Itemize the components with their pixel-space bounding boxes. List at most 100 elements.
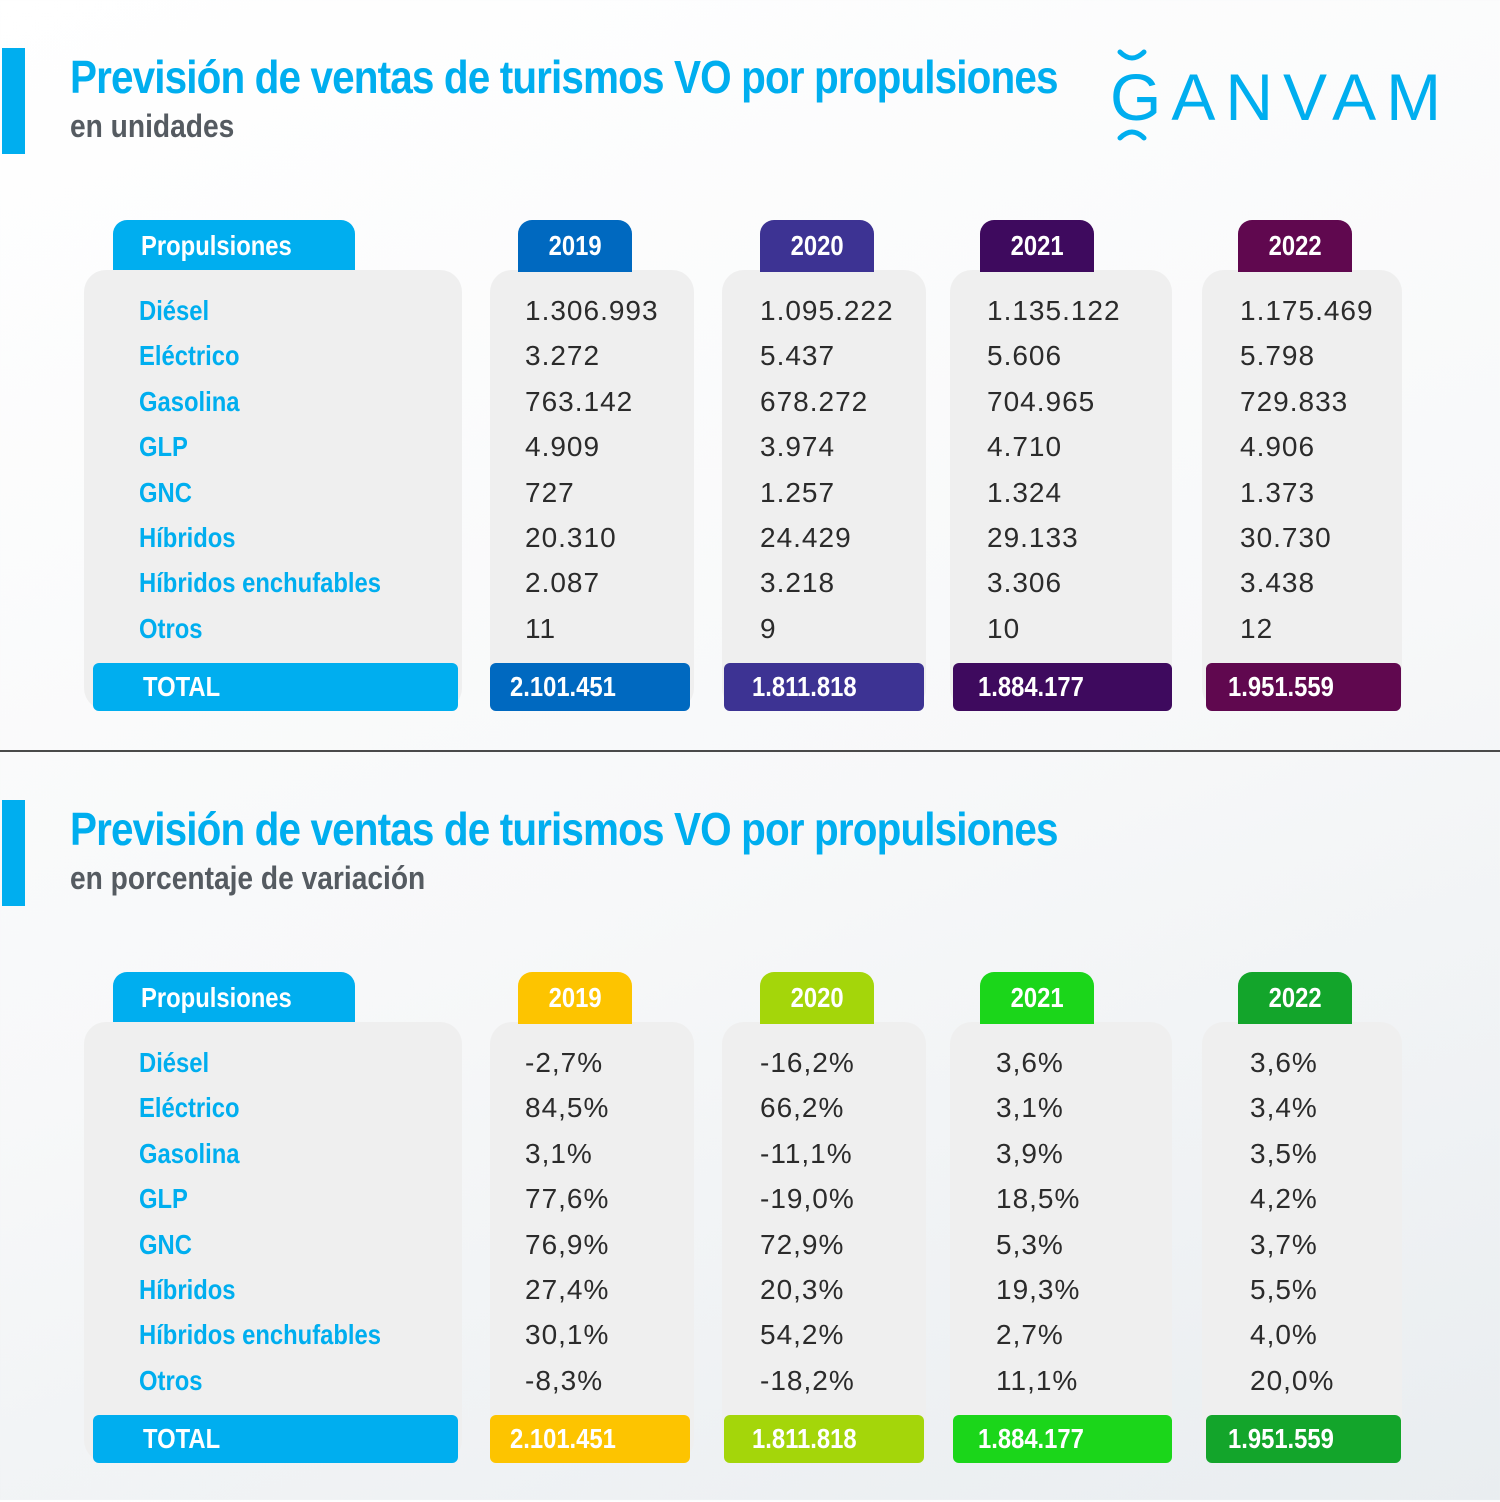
row-value: 3,6% xyxy=(996,1047,1064,1078)
row-value: 54,2% xyxy=(760,1319,845,1351)
row-value: -2,7% xyxy=(525,1047,604,1078)
propulsiones-header-tab: Propulsiones xyxy=(113,972,355,1024)
row-value: -8,3% xyxy=(525,1364,604,1396)
row-value: 27,4% xyxy=(525,1274,610,1305)
row-value: 5.606 xyxy=(987,340,1063,372)
row-value: 76,9% xyxy=(525,1228,610,1260)
row-value: 4,2% xyxy=(1250,1183,1318,1215)
propulsiones-header-label: Propulsiones xyxy=(141,230,292,261)
row-value: 763.142 xyxy=(525,385,634,417)
total-label-bar: TOTAL xyxy=(93,1415,458,1463)
propulsiones-header-tab: Propulsiones xyxy=(113,220,355,272)
row-label: Híbridos enchufables xyxy=(139,567,382,599)
row-label: Diésel xyxy=(139,295,210,326)
total-value: 1.811.818 xyxy=(752,671,857,702)
row-value: -19,0% xyxy=(760,1183,855,1215)
row-value: 77,6% xyxy=(525,1183,610,1215)
year-column-panel xyxy=(1202,270,1402,710)
labels-panel xyxy=(84,270,462,710)
year-header-tab: 2020 xyxy=(760,220,874,272)
row-label: Diésel xyxy=(139,1047,210,1078)
row-value: 1.135.122 xyxy=(987,295,1121,326)
year-column-panel xyxy=(950,1022,1172,1462)
row-value: 3,5% xyxy=(1250,1137,1318,1169)
year-column-panel xyxy=(490,270,694,710)
row-label: Otros xyxy=(139,612,203,644)
row-value: 3,9% xyxy=(996,1137,1064,1169)
year-header-label: 2021 xyxy=(1010,230,1064,261)
row-value: 72,9% xyxy=(760,1228,845,1260)
section-divider xyxy=(0,750,1500,752)
row-value: 5,5% xyxy=(1250,1274,1318,1305)
row-value: 3.218 xyxy=(760,567,836,599)
row-value: 10 xyxy=(987,612,1021,644)
year-header-tab: 2021 xyxy=(980,972,1094,1024)
section-title: Previsión de ventas de turismos VO por p… xyxy=(70,803,1059,855)
row-value: -11,1% xyxy=(760,1137,853,1169)
year-header-label: 2022 xyxy=(1268,230,1322,261)
row-value: 678.272 xyxy=(760,385,869,417)
row-value: 29.133 xyxy=(987,522,1079,553)
row-value: 66,2% xyxy=(760,1092,845,1124)
row-value: 9 xyxy=(760,612,777,644)
row-value: 18,5% xyxy=(996,1183,1081,1215)
row-value: 3,4% xyxy=(1250,1092,1318,1124)
row-value: 1.257 xyxy=(760,476,836,508)
row-value: 2.087 xyxy=(525,567,601,599)
row-label: GNC xyxy=(139,476,192,508)
total-value-bar: 2.101.451 xyxy=(490,1415,690,1463)
row-value: 3.438 xyxy=(1240,567,1316,599)
section-title: Previsión de ventas de turismos VO por p… xyxy=(70,51,1059,103)
ganvam-logo: GANVAM xyxy=(1110,46,1440,142)
year-column-panel xyxy=(1202,1022,1402,1462)
row-value: 3,7% xyxy=(1250,1228,1318,1260)
row-value: 5.437 xyxy=(760,340,836,372)
row-value: 3.974 xyxy=(760,431,836,463)
row-value: 4,0% xyxy=(1250,1319,1318,1351)
section-units: Previsión de ventas de turismos VO por p… xyxy=(0,0,1500,750)
section-accent-bar xyxy=(2,800,25,906)
row-value: -16,2% xyxy=(760,1047,855,1078)
total-label: TOTAL xyxy=(143,671,221,702)
total-value-bar: 1.811.818 xyxy=(724,1415,924,1463)
total-value-bar: 1.811.818 xyxy=(724,663,924,711)
year-column-panel xyxy=(722,270,926,710)
row-value: -18,2% xyxy=(760,1364,855,1396)
row-value: 2,7% xyxy=(996,1319,1064,1351)
row-value: 20,0% xyxy=(1250,1364,1335,1396)
row-value: 11,1% xyxy=(996,1364,1079,1396)
section-subtitle: en unidades xyxy=(70,108,235,144)
row-value: 3,6% xyxy=(1250,1047,1318,1078)
row-value: 704.965 xyxy=(987,385,1096,417)
row-label: Eléctrico xyxy=(139,340,240,372)
row-label: GLP xyxy=(139,1183,188,1215)
row-label: Híbridos enchufables xyxy=(139,1319,382,1351)
row-label: Otros xyxy=(139,1364,203,1396)
total-value-bar: 1.884.177 xyxy=(953,663,1172,711)
row-value: 727 xyxy=(525,476,575,508)
row-value: 19,3% xyxy=(996,1274,1081,1305)
total-value-bar: 1.951.559 xyxy=(1206,1415,1401,1463)
year-header-tab: 2019 xyxy=(518,220,632,272)
row-value: 729.833 xyxy=(1240,385,1349,417)
year-header-label: 2020 xyxy=(790,230,844,261)
row-value: 12 xyxy=(1240,612,1274,644)
propulsiones-header-label: Propulsiones xyxy=(141,982,292,1013)
year-header-label: 2019 xyxy=(548,982,602,1013)
row-value: 20.310 xyxy=(525,522,617,553)
year-column-panel xyxy=(722,1022,926,1462)
year-header-label: 2019 xyxy=(548,230,602,261)
row-value: 11 xyxy=(525,612,557,644)
labels-panel xyxy=(84,1022,462,1462)
row-label: Híbridos xyxy=(139,522,236,553)
section-accent-bar xyxy=(2,48,25,154)
row-label: Eléctrico xyxy=(139,1092,240,1124)
row-value: 4.710 xyxy=(987,431,1063,463)
total-value: 1.951.559 xyxy=(1228,671,1334,702)
total-value: 2.101.451 xyxy=(510,1423,616,1454)
year-header-tab: 2019 xyxy=(518,972,632,1024)
total-value: 1.884.177 xyxy=(978,1423,1084,1454)
total-label-bar: TOTAL xyxy=(93,663,458,711)
row-value: 1.324 xyxy=(987,476,1063,508)
year-header-label: 2020 xyxy=(790,982,844,1013)
